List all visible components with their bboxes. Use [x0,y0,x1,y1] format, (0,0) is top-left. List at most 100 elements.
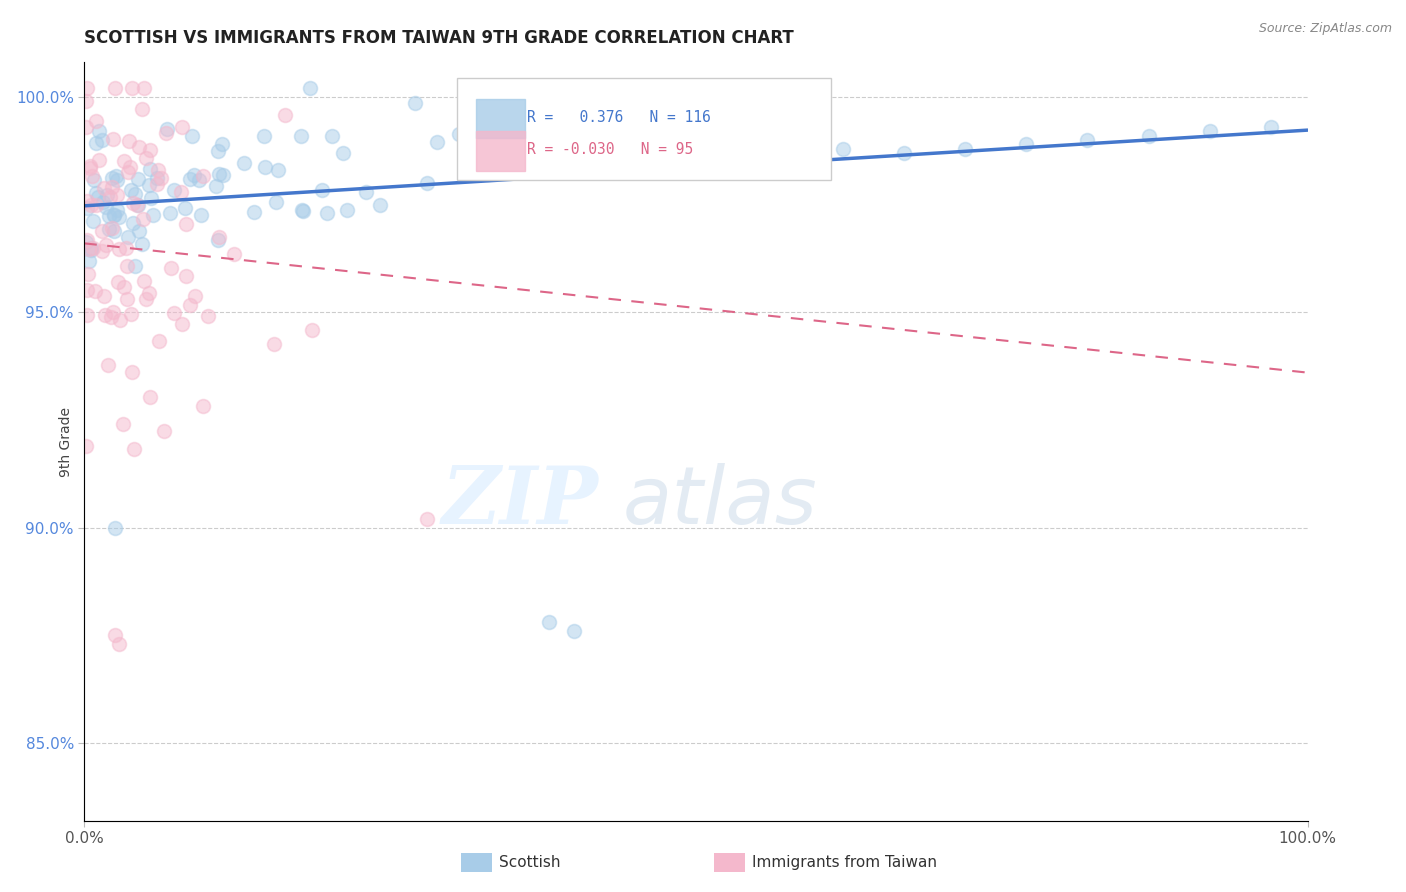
Point [163,306,186,320]
Point [135,293,157,307]
Point [121,365,143,379]
Point [91,224,114,238]
Point [101,305,124,319]
Text: Scottish: Scottish [499,855,561,870]
Point [709,145,731,160]
Point [146,178,169,192]
Point [170,120,193,135]
Point [93,289,115,303]
Point [184,289,207,303]
Point [89,123,111,137]
Point [105,169,128,183]
Point [132,274,155,288]
Point [112,154,135,169]
Point [107,275,129,289]
Point [208,230,231,244]
Point [83,173,105,187]
Point [207,144,229,158]
Point [131,236,153,251]
Point [101,171,124,186]
Point [191,169,214,183]
Point [138,285,160,300]
Point [84,114,107,128]
Point [170,185,193,199]
Point [98,209,121,223]
Point [96,187,118,202]
Point [96,201,118,215]
Text: ZIP: ZIP [441,464,598,541]
Point [197,309,219,323]
Point [152,425,174,439]
Point [108,210,131,224]
Point [145,170,167,185]
Point [477,168,499,182]
Text: atlas: atlas [623,463,817,541]
Point [84,198,107,212]
Point [83,284,105,298]
FancyBboxPatch shape [457,78,831,180]
Point [132,212,155,227]
Point [93,194,115,209]
Point [150,171,173,186]
Point [127,172,149,186]
Point [253,128,276,143]
Point [104,628,127,642]
Point [79,198,101,212]
Point [94,308,117,322]
Point [148,334,170,348]
Point [509,153,531,168]
Point [84,186,107,200]
Point [1260,120,1282,134]
Point [118,134,141,148]
Point [648,154,671,169]
Point [105,188,128,202]
Point [118,161,141,175]
Point [97,359,120,373]
Point [290,129,312,144]
Point [122,442,145,457]
Point [117,164,139,178]
Point [108,313,131,327]
Point [181,128,204,143]
Point [105,202,128,217]
Point [93,181,115,195]
Point [79,159,101,173]
Point [75,235,97,250]
Point [80,169,103,183]
Point [538,615,561,630]
Point [426,135,449,149]
Point [115,292,138,306]
Point [84,136,107,150]
Point [447,127,470,141]
Text: SCOTTISH VS IMMIGRANTS FROM TAIWAN 9TH GRADE CORRELATION CHART: SCOTTISH VS IMMIGRANTS FROM TAIWAN 9TH G… [84,29,794,47]
Point [98,221,121,235]
Point [121,217,143,231]
Point [299,81,322,95]
Point [112,280,135,294]
Point [222,247,245,261]
Point [138,178,160,193]
Point [115,259,138,273]
Point [893,145,915,160]
Point [1015,137,1038,152]
Point [122,196,145,211]
Point [207,233,229,247]
Point [141,190,163,204]
Y-axis label: 9th Grade: 9th Grade [59,407,73,476]
Point [114,241,136,255]
Point [90,244,112,259]
Point [311,183,333,197]
Point [87,190,110,204]
Point [82,241,104,255]
Point [76,233,98,247]
Point [586,81,609,95]
Point [91,133,114,147]
Point [139,390,162,404]
Point [75,439,97,453]
Point [208,167,231,181]
Point [79,161,101,175]
Point [586,150,609,164]
Point [100,220,122,235]
Point [80,244,103,258]
Point [292,204,315,219]
